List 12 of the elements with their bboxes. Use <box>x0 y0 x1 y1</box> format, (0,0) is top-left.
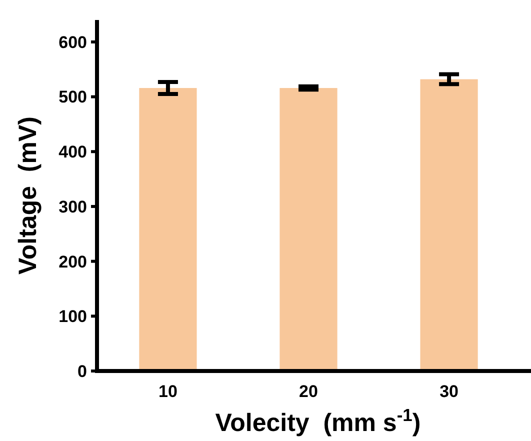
y-tick-label: 300 <box>58 197 87 216</box>
x-tick-label: 20 <box>299 382 318 401</box>
y-tick-label: 200 <box>58 252 87 272</box>
y-axis-title: Voltage (mV) <box>14 116 42 274</box>
y-tick-label: 600 <box>58 32 87 52</box>
y-tick-label: 400 <box>58 142 87 162</box>
x-tick-label: 30 <box>440 382 458 401</box>
x-tick-label: 10 <box>158 382 178 401</box>
x-axis-title: Volecity (mm s$^{-1}$) <box>215 405 421 437</box>
y-tick-label: 0 <box>78 362 87 381</box>
y-tick-label: 100 <box>58 307 87 326</box>
y-tick-label: 500 <box>58 88 87 107</box>
